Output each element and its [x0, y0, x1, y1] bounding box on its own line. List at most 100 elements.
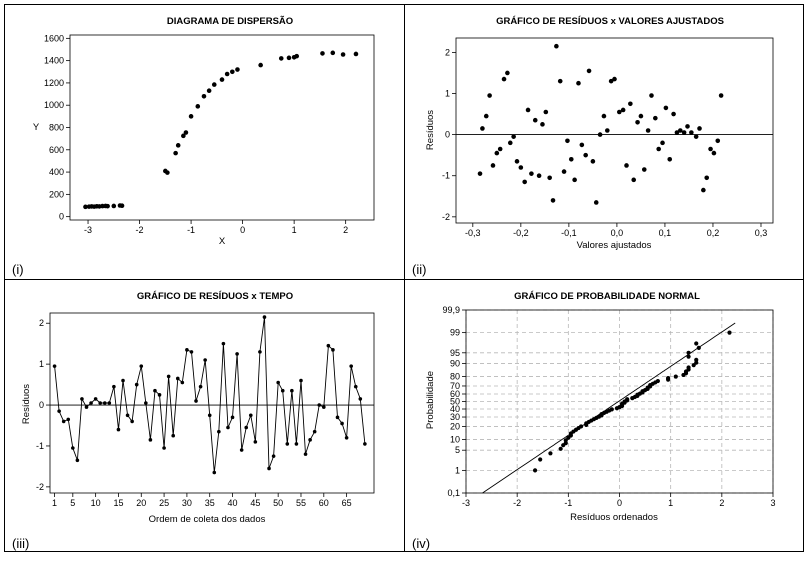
y-tick-label: 95	[450, 348, 460, 358]
y-tick-label: 1000	[44, 100, 64, 110]
data-point	[483, 113, 489, 119]
data-point	[494, 150, 500, 156]
data-point	[211, 82, 217, 87]
data-point	[98, 401, 102, 405]
y-tick-label: 0	[39, 400, 44, 410]
data-point	[649, 93, 654, 98]
data-point	[666, 376, 671, 381]
data-point	[89, 401, 93, 405]
data-point	[631, 177, 637, 183]
data-point	[294, 53, 300, 59]
y-tick-label: 0,1	[447, 488, 460, 498]
plot-frame	[49, 312, 375, 494]
y-tick-label: 1	[39, 359, 44, 369]
x-tick-label: 0	[617, 498, 622, 508]
data-point	[312, 429, 317, 434]
data-point	[111, 203, 117, 209]
data-point	[219, 77, 225, 82]
data-point	[638, 113, 644, 119]
data-point	[697, 126, 702, 131]
x-tick-label: 25	[159, 498, 169, 508]
data-point	[203, 358, 207, 362]
data-point	[477, 171, 483, 176]
data-point	[538, 457, 543, 462]
data-point	[529, 171, 534, 176]
data-point	[194, 399, 198, 403]
data-point	[604, 128, 610, 133]
x-tick-label: -2	[513, 498, 521, 508]
data-point	[667, 156, 673, 162]
data-point	[678, 128, 683, 133]
data-point	[507, 140, 513, 146]
y-tick-label: 80	[450, 372, 460, 382]
x-tick-label: 15	[113, 498, 123, 508]
data-point	[612, 76, 617, 82]
data-point	[532, 117, 538, 123]
data-point	[641, 167, 647, 172]
x-tick-label: 50	[273, 498, 283, 508]
y-axis-label: Resíduos	[21, 384, 32, 424]
data-point	[299, 378, 303, 383]
data-point	[235, 352, 239, 356]
data-point	[593, 200, 599, 205]
plot-frame	[455, 37, 774, 224]
data-point	[686, 365, 691, 370]
data-point	[660, 140, 665, 146]
x-tick-label: 1	[668, 498, 673, 508]
data-point	[212, 470, 217, 475]
y-tick-label: 1600	[44, 33, 64, 43]
y-tick-label: 50	[450, 397, 460, 407]
x-tick-label: 45	[250, 498, 260, 508]
x-tick-label: -0,1	[561, 228, 577, 238]
data-point	[206, 88, 212, 94]
data-point	[597, 132, 603, 137]
data-point	[290, 388, 294, 393]
data-point	[708, 146, 713, 152]
chart-title: GRÁFICO DE RESÍDUOS x TEMPO	[137, 291, 293, 302]
x-tick-label: 2	[719, 498, 724, 508]
panel-scatter: DIAGRAMA DE DISPERSÃO X Y (i) -3 -2 -1 0 1 20…	[12, 16, 375, 277]
data-point	[165, 170, 170, 175]
data-point	[590, 159, 596, 164]
data-point	[285, 442, 290, 446]
y-tick-label: 600	[49, 145, 64, 155]
x-tick-label: -1	[564, 498, 572, 508]
x-tick-label: 0,2	[707, 228, 720, 238]
x-axis-label: Ordem de coleta dos dados	[149, 514, 266, 525]
data-point	[715, 138, 721, 144]
data-point	[514, 159, 520, 164]
y-tick-label: -1	[36, 441, 44, 451]
data-point	[487, 93, 492, 98]
data-point	[609, 407, 614, 412]
data-point	[335, 415, 340, 420]
data-point	[532, 468, 538, 473]
data-point	[686, 350, 691, 355]
y-tick-label: 99,9	[442, 305, 460, 315]
data-point	[267, 466, 271, 471]
data-point	[363, 442, 367, 446]
data-point	[701, 187, 706, 193]
data-point	[271, 454, 276, 458]
data-point	[235, 67, 240, 72]
x-tick-label: 2	[343, 225, 348, 235]
x-tick-label: 0,0	[611, 228, 624, 238]
data-point	[693, 134, 699, 139]
chart-title: DIAGRAMA DE DISPERSÃO	[167, 16, 293, 27]
data-point	[704, 175, 710, 181]
data-point	[107, 401, 112, 405]
data-point	[625, 397, 630, 402]
data-point	[276, 380, 280, 385]
data-point	[116, 427, 121, 432]
data-point	[171, 433, 176, 438]
data-point	[689, 130, 694, 135]
data-point	[139, 364, 144, 368]
y-tick-label: 90	[450, 359, 460, 369]
data-point	[207, 413, 212, 418]
y-tick-label: 99	[450, 328, 460, 338]
data-point	[125, 413, 130, 418]
data-point	[75, 458, 80, 463]
marks-layer: -0,3 -0,2 -0,1 0,0 0,1 0,2 0,3 -2 -1 0 1 2	[442, 37, 774, 238]
x-tick-label: 60	[319, 498, 329, 508]
